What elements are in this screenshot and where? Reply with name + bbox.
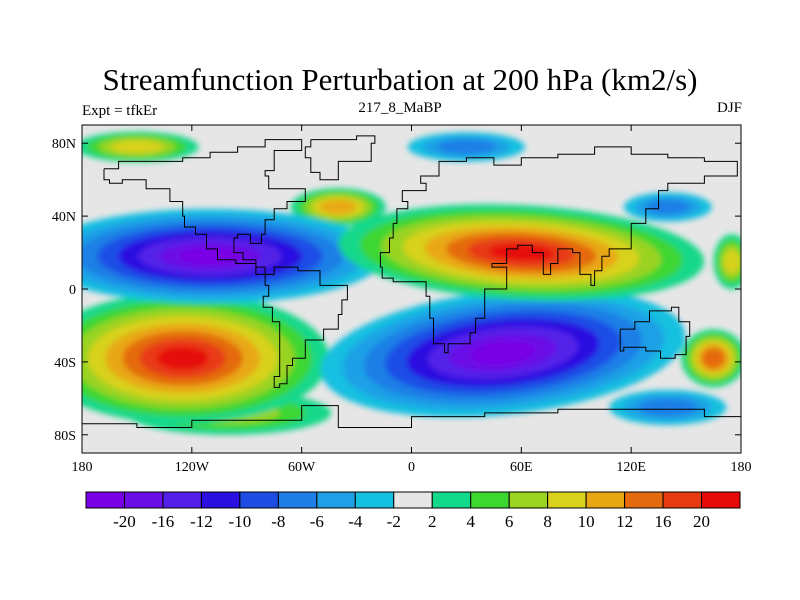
colorbar-box — [162, 491, 202, 509]
colorbar-label: -8 — [271, 512, 285, 531]
colorbar-box — [316, 491, 356, 509]
colorbar-label: 10 — [578, 512, 595, 531]
y-tick-label: 80S — [54, 429, 76, 444]
x-tick-label: 60W — [288, 460, 316, 475]
colorbar-box — [508, 491, 549, 509]
y-tick-label: 80N — [52, 137, 76, 152]
colorbar-box — [123, 491, 164, 509]
field-contour-minor-4-5 — [702, 347, 726, 369]
colorbar-box — [277, 491, 318, 509]
coastline-segment-0 — [103, 139, 306, 275]
colorbar-label: 8 — [543, 512, 552, 531]
field-contour-minor-1-3 — [110, 140, 164, 154]
field-contour-minor-7-3 — [723, 249, 740, 274]
colorbar-label: -10 — [229, 512, 252, 531]
colorbar-label: -12 — [190, 512, 213, 531]
field-contour-south-atlantic-indian-low-7 — [470, 341, 536, 365]
colorbar-label: -2 — [387, 512, 401, 531]
colorbar-box — [624, 491, 664, 509]
colorbar-box — [547, 491, 587, 509]
x-tick-label: 180 — [731, 460, 752, 475]
y-tick-label: 40S — [54, 356, 76, 371]
colorbar-box — [431, 491, 472, 509]
y-tick-label: 40N — [52, 210, 76, 225]
colorbar-label: -16 — [152, 512, 175, 531]
case-label: 217_8_MaBP — [358, 100, 442, 116]
colorbar-box — [470, 491, 510, 509]
coastline-segment-3 — [379, 146, 738, 354]
x-axis: 180 120W 60W 0 60E 120E 180 — [72, 125, 752, 475]
coastline — [82, 135, 741, 428]
colorbar-label: -4 — [348, 512, 363, 531]
y-tick-label: 0 — [69, 283, 76, 298]
field-contour-minor-2-2 — [437, 139, 496, 155]
experiment-label: Expt = tfkEr — [82, 103, 158, 119]
x-tick-label: 60E — [510, 460, 533, 475]
colorbar-label: -20 — [113, 512, 136, 531]
colorbar-label: 12 — [616, 512, 633, 531]
colorbar-box — [85, 491, 125, 509]
x-tick-label: 120E — [616, 460, 646, 475]
coastline-segment-5 — [82, 405, 741, 428]
x-tick-label: 120W — [175, 460, 210, 475]
y-axis: 80N 40N 0 40S 80S — [52, 137, 741, 444]
x-tick-label: 180 — [72, 460, 93, 475]
colorbar-box — [701, 491, 741, 509]
colorbar-label: 16 — [655, 512, 672, 531]
colorbar-box — [239, 491, 279, 509]
x-tick-label: 0 — [408, 460, 415, 475]
colorbar-label: 6 — [505, 512, 514, 531]
field-contour-eurasian-high-7 — [489, 244, 554, 262]
colorbar-box — [200, 491, 241, 509]
plot-title: Streamfunction Perturbation at 200 hPa (… — [102, 62, 698, 97]
colorbar-label: 2 — [428, 512, 437, 531]
colorbar-label: -6 — [310, 512, 324, 531]
colorbar-box — [585, 491, 626, 509]
coastline-segment-1 — [304, 135, 376, 181]
field-contour-minor-6-2 — [638, 398, 698, 417]
field-contour-south-pacific-high-7 — [156, 346, 209, 370]
colorbar-box — [354, 491, 395, 509]
field-contour-north-pacific-low-7 — [179, 247, 241, 265]
field-contour-minor-0-4 — [319, 199, 357, 215]
coastline-segment-4 — [619, 306, 691, 359]
colorbar-label: 20 — [693, 512, 710, 531]
colorbar-box — [662, 491, 703, 509]
colorbar: -20 -16 -12 -10 -8 -6 -4 -2 2 4 6 8 10 12 16 20 — [85, 491, 741, 531]
colorbar-box — [393, 491, 433, 509]
field-contour-minor-3-2 — [645, 199, 690, 215]
streamfunction-field — [82, 131, 741, 435]
coastline-segment-2 — [262, 266, 348, 388]
field-layers — [82, 131, 741, 435]
season-label: DJF — [716, 100, 742, 116]
colorbar-label: 4 — [466, 512, 475, 531]
